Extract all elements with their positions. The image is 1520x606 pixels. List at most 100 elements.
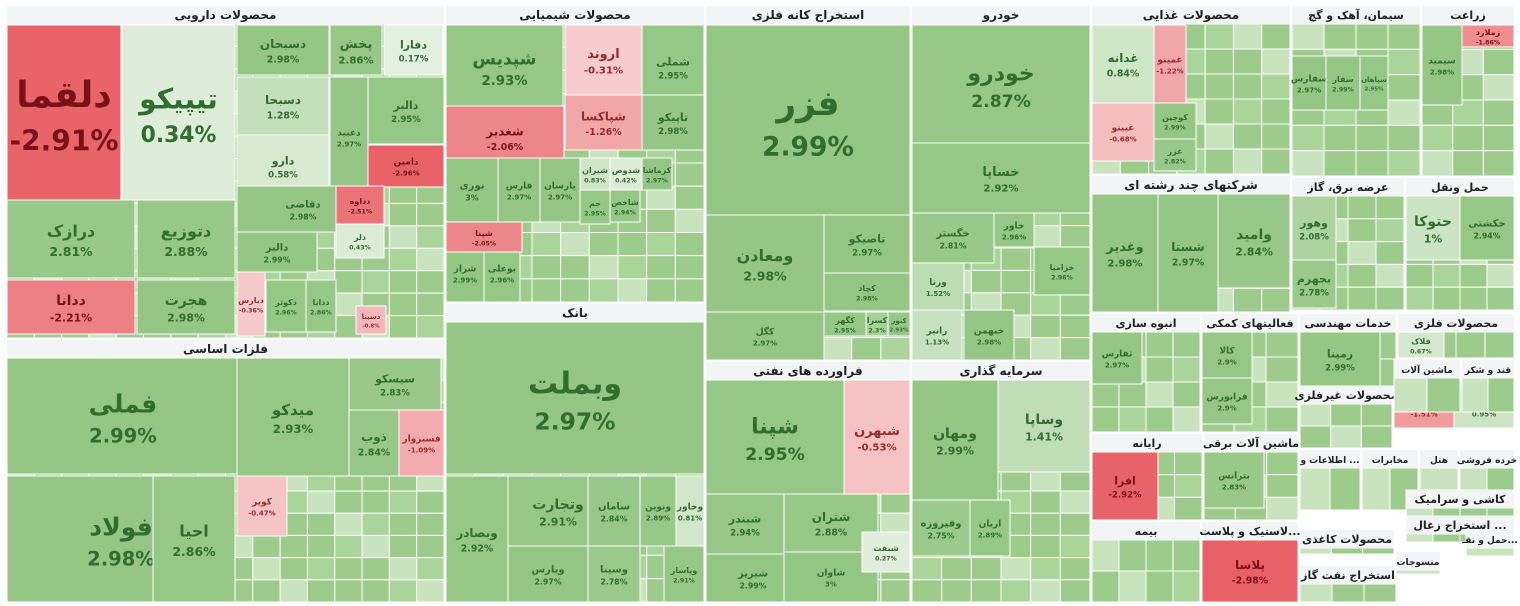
filler-tile[interactable] bbox=[1118, 570, 1147, 603]
filler-tile[interactable] bbox=[416, 225, 445, 249]
filler-tile[interactable] bbox=[1375, 195, 1405, 220]
filler-tile[interactable] bbox=[1030, 225, 1061, 249]
filler-tile[interactable] bbox=[941, 557, 972, 581]
filler-tile[interactable] bbox=[416, 270, 445, 294]
filler-tile[interactable] bbox=[388, 315, 418, 339]
tile-pharma-14[interactable]: دداوه -2.51% bbox=[335, 185, 385, 225]
tile-rect[interactable] bbox=[911, 142, 1091, 214]
filler-tile[interactable] bbox=[1204, 123, 1234, 150]
filler-tile[interactable] bbox=[1172, 570, 1201, 603]
tile-bank-2[interactable]: ساماں 2.84% bbox=[587, 475, 641, 547]
tile-food-4[interactable]: غزر 2.82% bbox=[1153, 138, 1197, 172]
filler-tile[interactable] bbox=[1421, 124, 1454, 152]
filler-tile[interactable] bbox=[1387, 74, 1421, 101]
tile-rect[interactable] bbox=[1201, 377, 1253, 425]
filler-tile[interactable] bbox=[334, 270, 363, 294]
tile-rect[interactable] bbox=[705, 311, 825, 361]
tile-metal-6[interactable]: کسرا 2.3% bbox=[865, 311, 889, 337]
tile-cement-1[interactable]: سفار 2.99% bbox=[1325, 55, 1361, 111]
filler-tile[interactable] bbox=[1232, 148, 1263, 175]
tile-rect[interactable] bbox=[152, 475, 236, 603]
tile-rect[interactable] bbox=[236, 357, 350, 477]
filler-tile[interactable] bbox=[1204, 98, 1234, 125]
tile-power-1[interactable]: بجهرم 2.78% bbox=[1291, 259, 1337, 309]
tile-plastic-0[interactable]: پلاسا -2.98% bbox=[1201, 539, 1299, 603]
tile-rect[interactable] bbox=[1359, 55, 1389, 111]
filler-tile[interactable] bbox=[1232, 73, 1263, 100]
filler-tile[interactable] bbox=[1261, 287, 1291, 313]
filler-tile[interactable] bbox=[1059, 314, 1091, 339]
filler-tile[interactable] bbox=[1362, 547, 1395, 555]
tile-rect[interactable] bbox=[587, 545, 641, 603]
tile-pharma-8[interactable]: دالبر 2.95% bbox=[367, 76, 445, 145]
tile-it-0[interactable]: افرا -2.92% bbox=[1091, 451, 1159, 521]
filler-tile[interactable] bbox=[560, 255, 590, 280]
filler-tile[interactable] bbox=[1387, 99, 1421, 126]
tile-rect[interactable] bbox=[355, 305, 387, 335]
filler-tile[interactable] bbox=[646, 278, 676, 303]
tile-rect[interactable] bbox=[1291, 55, 1327, 111]
filler-tile[interactable] bbox=[1405, 507, 1434, 517]
filler-tile[interactable] bbox=[416, 292, 445, 317]
tile-auto-7[interactable]: خزامیا 2.96% bbox=[1033, 246, 1091, 296]
filler-tile[interactable] bbox=[1459, 286, 1488, 311]
filler-tile[interactable] bbox=[1145, 539, 1174, 572]
filler-tile[interactable] bbox=[1172, 539, 1201, 572]
filler-tile[interactable] bbox=[334, 534, 363, 559]
filler-tile[interactable] bbox=[1265, 406, 1299, 433]
filler-tile[interactable] bbox=[416, 579, 445, 603]
tile-rect[interactable] bbox=[6, 24, 122, 201]
tile-metal-7[interactable]: کنور 2.93% bbox=[887, 311, 911, 337]
tile-chem-16[interactable]: شپنا -2.05% bbox=[445, 221, 523, 253]
tile-rect[interactable] bbox=[367, 144, 445, 188]
tile-rect[interactable] bbox=[335, 185, 385, 225]
filler-tile[interactable] bbox=[941, 579, 972, 603]
filler-tile[interactable] bbox=[1204, 148, 1234, 175]
filler-tile[interactable] bbox=[531, 255, 562, 280]
tile-rect[interactable] bbox=[639, 475, 677, 547]
filler-tile[interactable] bbox=[911, 579, 943, 603]
tile-rect[interactable] bbox=[911, 309, 963, 361]
filler-tile[interactable] bbox=[388, 490, 418, 514]
filler-tile[interactable] bbox=[1452, 124, 1484, 152]
tile-rect[interactable] bbox=[236, 24, 330, 76]
tile-rect[interactable] bbox=[1405, 195, 1461, 261]
filler-tile[interactable] bbox=[1091, 570, 1120, 603]
tile-basemetal-1[interactable]: میدکو 2.93% bbox=[236, 357, 350, 477]
filler-tile[interactable] bbox=[1030, 557, 1061, 581]
tile-pharma-17[interactable]: ددانا -2.21% bbox=[6, 279, 136, 335]
filler-tile[interactable] bbox=[1118, 406, 1147, 433]
tile-pharma-13[interactable]: دالبر 2.99% bbox=[236, 231, 318, 273]
filler-tile[interactable] bbox=[1174, 474, 1203, 498]
tile-rect[interactable] bbox=[911, 499, 971, 557]
tile-food-2[interactable]: غبینو-0.68% bbox=[1091, 102, 1155, 162]
tile-rect[interactable] bbox=[236, 271, 266, 337]
filler-tile[interactable] bbox=[1426, 377, 1461, 413]
filler-tile[interactable] bbox=[646, 208, 676, 233]
tile-basemetal-2[interactable]: سیسکو 2.83% bbox=[348, 357, 442, 411]
tile-rect[interactable] bbox=[121, 24, 236, 201]
tile-rect[interactable] bbox=[236, 231, 318, 273]
filler-tile[interactable] bbox=[1232, 123, 1263, 150]
filler-tile[interactable] bbox=[1405, 533, 1434, 543]
filler-tile[interactable] bbox=[674, 255, 705, 280]
filler-tile[interactable] bbox=[1204, 48, 1234, 75]
tile-rect[interactable] bbox=[1203, 451, 1265, 509]
filler-tile[interactable] bbox=[1265, 381, 1299, 408]
filler-tile[interactable] bbox=[1452, 150, 1484, 177]
tile-bank-6[interactable]: وپارس 2.97% bbox=[507, 545, 589, 603]
tile-chem-11[interactable]: کرماشا 2.97% bbox=[641, 157, 673, 191]
filler-tile[interactable] bbox=[1355, 150, 1389, 177]
filler-tile[interactable] bbox=[1432, 286, 1461, 311]
tile-metal-2[interactable]: تاصیکو 2.97% bbox=[823, 214, 911, 274]
filler-tile[interactable] bbox=[1393, 377, 1428, 413]
tile-rect[interactable] bbox=[823, 272, 911, 312]
filler-tile[interactable] bbox=[279, 579, 308, 603]
tile-rect[interactable] bbox=[993, 212, 1035, 248]
tile-pharma-4[interactable]: دفارا 0.17% bbox=[383, 24, 444, 76]
